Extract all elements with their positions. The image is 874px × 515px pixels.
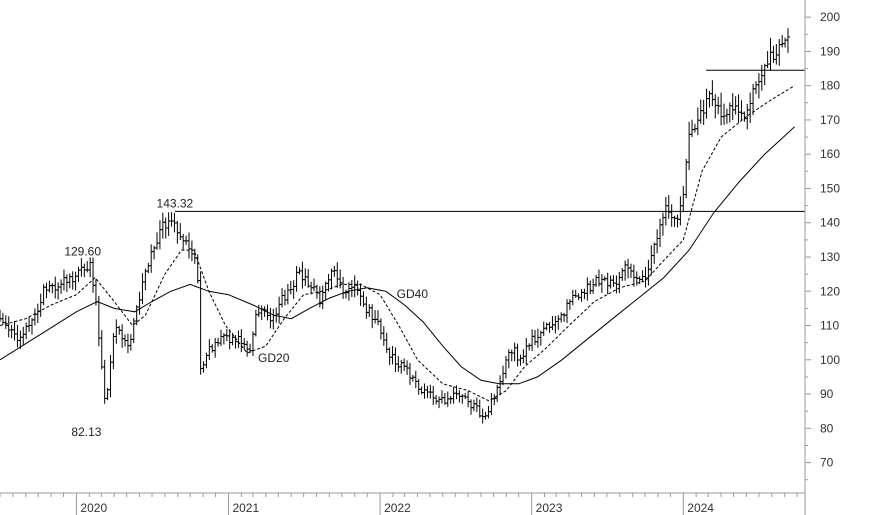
- moving-averages: [0, 85, 795, 402]
- x-tick-label: 2021: [232, 501, 259, 515]
- y-tick-label: 90: [820, 387, 834, 401]
- y-tick-label: 150: [820, 181, 840, 195]
- y-tick-label: 70: [820, 456, 834, 470]
- y-axis: 70 80 90 100 110 120 130 140 150 160 170 180 190 200: [804, 0, 840, 515]
- y-tick-label: 110: [820, 319, 839, 333]
- y-tick-label: 160: [820, 147, 840, 161]
- y-tick-label: 200: [820, 10, 840, 24]
- horizontal-lines: [174, 69, 805, 212]
- x-axis: 2020 2021 2022 2023 2024: [0, 492, 805, 515]
- y-tick-label: 140: [820, 216, 840, 230]
- annotation-label: 143.32: [157, 196, 194, 210]
- y-tick-label: 130: [820, 250, 840, 264]
- y-tick-label: 170: [820, 113, 840, 127]
- y-tick-label: 190: [820, 44, 840, 58]
- y-tick-label: 80: [820, 421, 834, 435]
- x-tick-label: 2024: [687, 501, 714, 515]
- x-tick-label: 2020: [80, 501, 107, 515]
- x-tick-label: 2023: [536, 501, 563, 515]
- price-bars: [0, 28, 790, 424]
- x-tick-label: 2022: [384, 501, 411, 515]
- y-tick-label: 120: [820, 284, 840, 298]
- annotation-label: 129.60: [64, 244, 101, 258]
- moving-average-gd20: [0, 85, 795, 402]
- annotation-label: 82.13: [71, 425, 101, 439]
- y-tick-label: 180: [820, 79, 840, 93]
- y-tick-label: 100: [820, 353, 840, 367]
- annotations: 143.32 129.60 82.13 GD20 GD40: [64, 196, 428, 439]
- moving-average-gd40: [0, 126, 795, 385]
- annotation-label: GD20: [258, 351, 290, 365]
- annotation-label: GD40: [397, 287, 429, 301]
